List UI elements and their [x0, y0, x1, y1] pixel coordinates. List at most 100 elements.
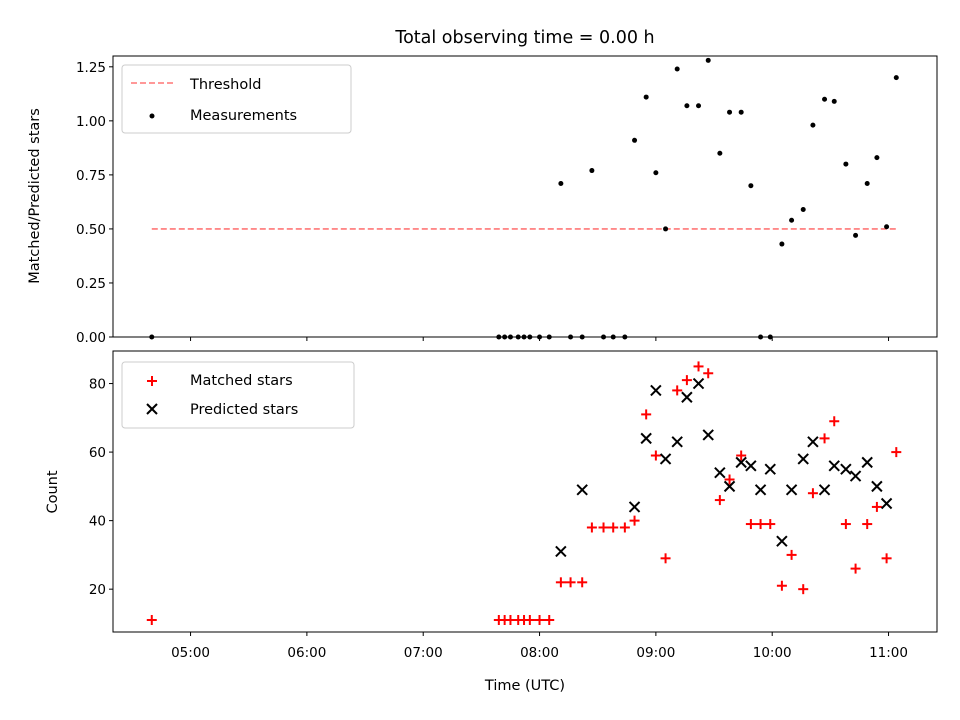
legend-matched-label: Matched stars — [190, 373, 293, 389]
predicted-star-point — [849, 470, 862, 482]
matched-star-point — [714, 495, 725, 506]
measurement-point — [558, 181, 564, 187]
predicted-star-point — [650, 384, 662, 397]
predicted-star-point — [840, 463, 852, 475]
matched-star-point — [736, 450, 747, 461]
predicted-star-point — [861, 456, 873, 469]
measurement-point — [674, 66, 680, 72]
bottom-x-tick-label: 08:00 — [520, 645, 559, 661]
measurement-point — [643, 94, 649, 100]
predicted-star-point — [764, 463, 776, 475]
top-panel-x-axis — [190, 337, 890, 341]
legend-measurements-label: Measurements — [190, 108, 297, 124]
measurement-point — [884, 224, 890, 230]
top-panel-frame — [112, 55, 938, 338]
bottom-x-tick-label: 05:00 — [171, 645, 210, 661]
matched-star-point — [891, 447, 902, 458]
top-panel-legend: Threshold Measurements — [121, 64, 352, 134]
top-panel-title: Total observing time = 0.00 h — [394, 28, 654, 48]
matched-star-point — [524, 615, 535, 626]
predicted-star-point — [818, 484, 831, 496]
predicted-star-point — [723, 480, 736, 493]
measurement-point — [853, 232, 859, 238]
measurement-point — [864, 181, 870, 187]
bottom-panel-y-axis: 20 40 60 80 — [89, 377, 113, 598]
matched-star-point — [565, 577, 576, 588]
measurement-point — [789, 217, 795, 223]
matched-star-point — [608, 522, 619, 533]
measurement-point — [727, 109, 733, 115]
bottom-panel-marks — [146, 361, 902, 626]
matched-star-point — [755, 519, 766, 530]
matched-star-point — [641, 409, 652, 420]
matched-star-point — [871, 501, 882, 512]
measurement-point — [589, 168, 595, 174]
predicted-star-point — [702, 429, 714, 441]
matched-star-point — [776, 580, 787, 591]
matched-star-point — [798, 584, 809, 595]
matched-star-point — [703, 368, 714, 379]
bottom-x-tick-label: 07:00 — [404, 645, 443, 661]
matched-star-point — [544, 615, 555, 626]
measurement-point — [843, 161, 849, 167]
top-panel: Total observing time = 0.00 h Matched/Pr… — [27, 28, 938, 346]
matched-star-point — [807, 488, 818, 499]
predicted-star-point — [628, 501, 641, 513]
bottom-y-tick-label: 60 — [89, 445, 106, 461]
matched-star-point — [586, 522, 597, 533]
predicted-star-point — [797, 453, 809, 465]
measurement-point — [738, 109, 744, 115]
bottom-y-tick-label: 20 — [89, 582, 106, 598]
bottom-panel-frame — [112, 350, 938, 633]
predicted-star-point — [714, 466, 726, 479]
matched-star-point — [629, 515, 640, 526]
predicted-star-point — [754, 484, 767, 496]
top-y-tick-label: 0.75 — [76, 168, 106, 184]
bottom-panel-x-axis: 05:00 06:00 07:00 08:00 09:00 10:00 11:00 — [171, 632, 908, 661]
top-panel-ylabel: Matched/Predicted stars — [27, 108, 43, 284]
bottom-panel-legend: Matched stars Predicted stars — [121, 361, 355, 429]
matched-star-point — [146, 615, 157, 626]
measurement-point — [663, 226, 669, 232]
matched-star-point — [850, 563, 861, 574]
matched-star-point — [681, 375, 692, 386]
measurement-point — [717, 150, 723, 156]
bottom-legend-box — [121, 361, 355, 429]
matched-star-point — [555, 577, 566, 588]
legend-measurements-marker — [149, 113, 155, 119]
matched-star-point — [881, 553, 892, 564]
top-y-tick-label: 0.50 — [76, 222, 106, 238]
legend-threshold-label: Threshold — [189, 77, 261, 93]
matched-star-point — [745, 519, 756, 530]
matched-star-point — [786, 549, 797, 560]
matched-star-point — [693, 361, 704, 372]
measurement-point — [696, 103, 702, 109]
measurement-point — [779, 241, 785, 247]
measurement-point — [893, 75, 899, 81]
matched-star-point — [862, 519, 873, 530]
predicted-star-point — [735, 456, 747, 469]
measurement-point — [705, 57, 711, 63]
predicted-star-point — [828, 460, 840, 472]
top-panel-y-axis: 0.00 0.25 0.50 0.75 1.00 1.25 — [76, 60, 113, 346]
predicted-star-point — [659, 453, 672, 465]
legend-predicted-label: Predicted stars — [190, 402, 298, 418]
matched-star-point — [534, 615, 545, 626]
measurement-point — [653, 170, 659, 176]
bottom-panel-ylabel: Count — [45, 470, 61, 513]
predicted-star-point — [692, 377, 705, 390]
matched-star-point — [598, 522, 609, 533]
matched-star-point — [819, 433, 830, 444]
matched-star-point — [650, 450, 661, 461]
predicted-star-point — [671, 436, 683, 448]
measurement-point — [748, 183, 754, 189]
matched-star-point — [660, 553, 671, 564]
top-y-tick-label: 1.25 — [76, 60, 106, 76]
legend-predicted-marker — [146, 403, 158, 415]
measurement-point — [831, 98, 837, 104]
predicted-star-point — [576, 484, 588, 496]
bottom-y-tick-label: 40 — [89, 514, 106, 530]
measurement-point — [684, 103, 690, 109]
bottom-x-tick-label: 11:00 — [869, 645, 908, 661]
